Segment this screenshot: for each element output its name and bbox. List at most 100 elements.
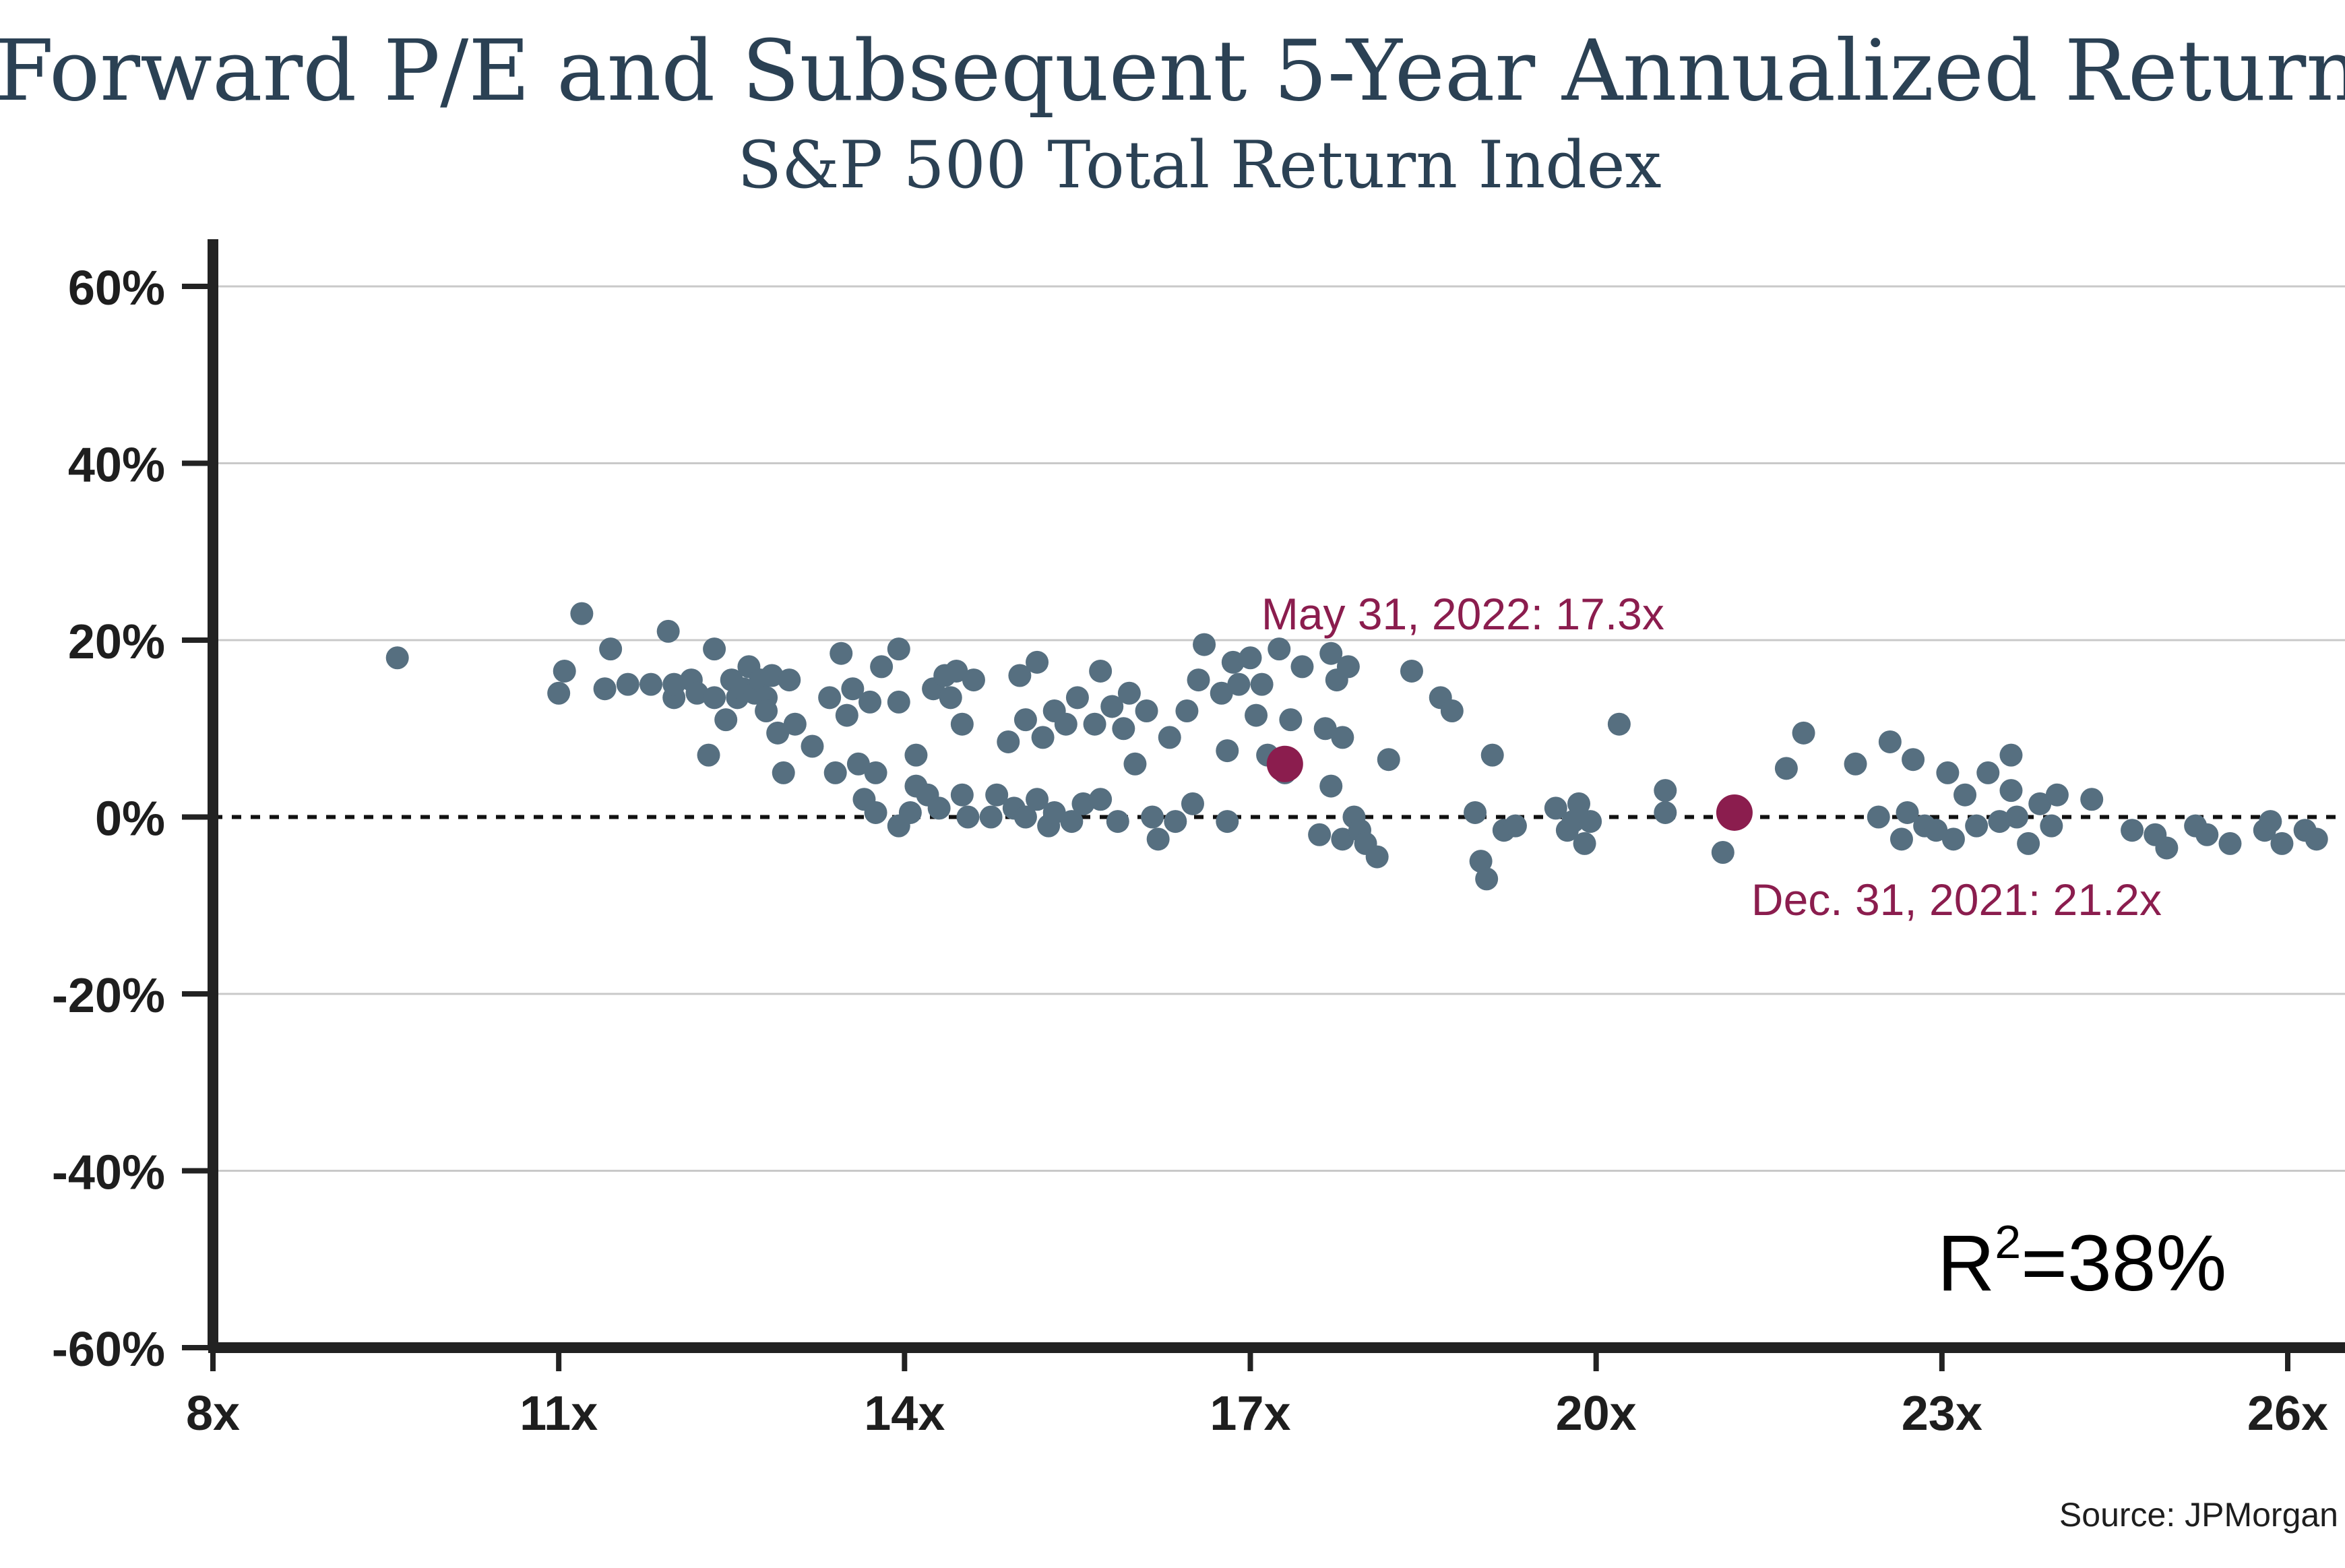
data-point xyxy=(2017,832,2040,855)
data-point xyxy=(1941,827,1965,851)
data-point xyxy=(1953,783,1977,807)
chart-title: Forward P/E and Subsequent 5-Year Annual… xyxy=(0,22,2345,120)
data-point xyxy=(939,686,962,710)
data-point xyxy=(599,637,623,661)
data-point xyxy=(1031,726,1055,749)
data-point xyxy=(766,721,790,745)
data-point xyxy=(2080,788,2104,811)
x-tick-label: 11x xyxy=(520,1387,598,1441)
data-point xyxy=(898,801,922,824)
data-point xyxy=(1308,823,1332,846)
data-point xyxy=(1774,757,1798,780)
data-point xyxy=(778,668,801,692)
data-point xyxy=(846,752,870,776)
data-point xyxy=(1008,664,1032,687)
y-axis-ticks: 60% 40% 20% 0% -20% -40% -60% xyxy=(52,261,213,1377)
data-point xyxy=(2270,832,2294,855)
data-point xyxy=(1902,748,1925,772)
data-point xyxy=(950,712,974,736)
data-point xyxy=(1221,650,1245,674)
data-point xyxy=(1158,726,1181,749)
data-point xyxy=(927,796,951,820)
data-point xyxy=(547,681,571,705)
data-point xyxy=(1999,779,2023,803)
data-point xyxy=(783,712,807,736)
data-point xyxy=(1164,810,1187,834)
data-point xyxy=(1054,712,1077,736)
data-point xyxy=(1239,646,1262,670)
data-point xyxy=(1279,708,1303,732)
data-point xyxy=(2040,814,2063,838)
data-point xyxy=(755,699,778,722)
data-point xyxy=(662,672,686,696)
data-point xyxy=(864,801,887,824)
data-point xyxy=(1544,796,1567,820)
x-tick-label: 17x xyxy=(1210,1387,1290,1441)
data-point xyxy=(1331,726,1354,749)
data-point xyxy=(1336,655,1360,679)
data-point xyxy=(1654,779,1677,803)
data-point xyxy=(570,602,594,625)
data-point xyxy=(835,703,858,727)
data-point xyxy=(656,619,680,643)
data-point xyxy=(1365,845,1389,869)
data-point xyxy=(801,734,824,758)
data-point xyxy=(1216,810,1239,834)
data-point xyxy=(1135,699,1158,722)
data-point xyxy=(1026,650,1049,674)
data-point xyxy=(818,686,842,710)
data-point xyxy=(1464,801,1487,824)
data-point xyxy=(1878,730,1902,753)
data-point xyxy=(1089,788,1113,811)
data-point xyxy=(1175,699,1199,722)
data-point xyxy=(772,761,795,784)
data-point xyxy=(1999,743,2023,767)
data-point xyxy=(2005,805,2029,829)
r-squared-value: =38% xyxy=(2021,1219,2226,1308)
data-point xyxy=(385,646,409,670)
data-point xyxy=(1112,717,1135,741)
highlight-point xyxy=(1716,794,1753,831)
data-points xyxy=(385,602,2328,891)
data-point xyxy=(1925,819,1948,842)
data-point xyxy=(1561,810,1585,834)
data-point xyxy=(1187,668,1210,692)
chart-subtitle: S&P 500 Total Return Index xyxy=(737,127,1661,203)
data-point xyxy=(985,783,1009,807)
data-point xyxy=(553,659,576,683)
data-point xyxy=(2045,783,2069,807)
y-tick-label: 20% xyxy=(68,615,165,669)
data-point xyxy=(870,655,894,679)
data-point xyxy=(685,681,709,705)
data-point xyxy=(1896,801,1919,824)
data-point xyxy=(616,672,639,696)
x-tick-label: 14x xyxy=(864,1387,945,1441)
data-point xyxy=(2155,836,2179,860)
y-tick-label: 0% xyxy=(95,792,165,846)
data-point xyxy=(1503,814,1527,838)
data-point xyxy=(703,637,726,661)
x-axis-ticks: 8x 11x 14x 17x 20x 23x 26x xyxy=(186,1348,2328,1441)
data-point xyxy=(1181,792,1204,815)
data-point xyxy=(1480,743,1504,767)
y-tick-label: 40% xyxy=(68,439,165,493)
grid-lines xyxy=(213,285,2345,1172)
data-point xyxy=(703,686,726,710)
data-point xyxy=(1290,655,1314,679)
data-point xyxy=(1141,805,1164,829)
data-point xyxy=(1607,712,1631,736)
data-point xyxy=(823,761,847,784)
x-tick-label: 23x xyxy=(1902,1387,1982,1441)
data-point xyxy=(864,761,887,784)
data-point xyxy=(1193,633,1216,656)
data-point xyxy=(714,708,738,732)
data-point xyxy=(1210,681,1233,705)
data-point xyxy=(956,805,980,829)
data-point xyxy=(1844,752,1867,776)
data-point xyxy=(1106,810,1129,834)
x-tick-label: 20x xyxy=(1556,1387,1637,1441)
data-point xyxy=(1475,867,1499,891)
source-label: Source: JPMorgan xyxy=(2059,1496,2338,1534)
data-point xyxy=(1889,827,1913,851)
